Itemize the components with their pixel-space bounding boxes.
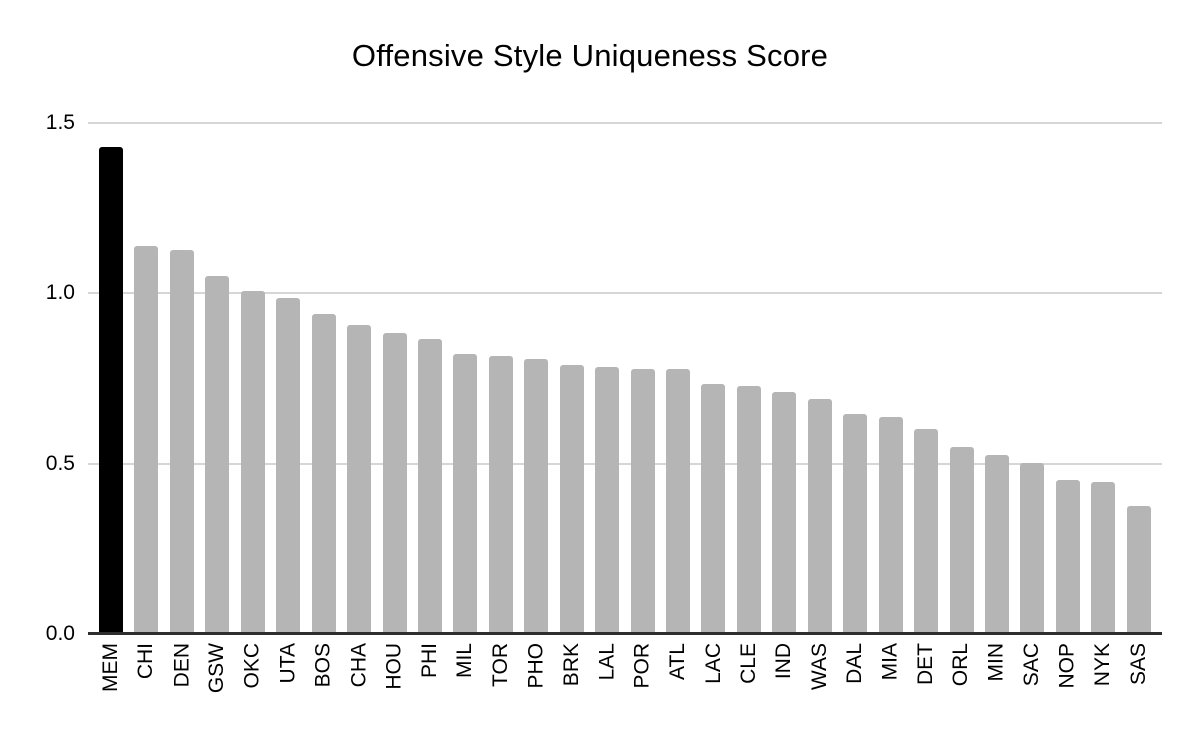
bar: POR xyxy=(630,368,655,689)
x-axis-label: DAL xyxy=(843,643,867,684)
bar: CLE xyxy=(736,386,761,684)
x-axis-label: ORL xyxy=(949,643,973,687)
bar: SAC xyxy=(1020,462,1045,686)
x-axis-line xyxy=(88,632,1162,635)
bar: ATL xyxy=(666,368,690,680)
x-axis-label: LAC xyxy=(701,643,725,684)
bar: SAS xyxy=(1126,506,1151,685)
bar: WAS xyxy=(807,398,832,690)
gridline xyxy=(88,292,1162,295)
bar: IND xyxy=(772,392,797,679)
y-axis-tick-label: 0.0 xyxy=(45,622,75,645)
x-axis-label: TOR xyxy=(488,643,512,687)
x-axis-label: BRK xyxy=(559,643,583,687)
x-axis-label: CHI xyxy=(134,643,158,680)
bar: BOS xyxy=(311,314,336,687)
bar: HOU xyxy=(382,332,407,690)
bar: UTA xyxy=(276,298,301,683)
bar: MEM xyxy=(99,146,123,692)
bar: LAL xyxy=(595,366,620,680)
x-axis-label: DEN xyxy=(169,643,193,688)
bar: OKC xyxy=(240,291,265,689)
x-axis-label: GSW xyxy=(205,643,229,694)
x-axis-label: MIA xyxy=(878,643,902,681)
x-axis-label: BOS xyxy=(311,643,335,688)
x-axis-label: MEM xyxy=(99,643,122,692)
x-axis-label: MIN xyxy=(984,643,1008,682)
bar: PHO xyxy=(524,359,549,689)
x-axis-label: PHI xyxy=(417,643,441,679)
x-axis-label: MIL xyxy=(453,643,477,679)
bar: NOP xyxy=(1055,480,1080,689)
bar: MIN xyxy=(984,454,1009,682)
y-axis-tick-label: 0.5 xyxy=(45,451,75,475)
x-axis-label: CLE xyxy=(736,643,760,684)
gridline xyxy=(88,122,1162,124)
bar: PHI xyxy=(417,338,442,678)
bar: CHA xyxy=(347,325,372,687)
x-axis-label: OKC xyxy=(240,643,264,689)
bar: GSW xyxy=(205,276,230,693)
bar: MIL xyxy=(453,353,478,678)
x-axis-label: POR xyxy=(630,643,654,689)
bar: ORL xyxy=(949,446,974,686)
bar: DEN xyxy=(169,250,194,687)
y-axis-tick-label: 1.0 xyxy=(45,281,75,305)
chart-title: Offensive Style Uniqueness Score xyxy=(351,38,829,73)
x-axis-label: WAS xyxy=(807,643,831,691)
x-axis-label: HOU xyxy=(382,643,406,690)
bar: TOR xyxy=(488,356,513,687)
bar: DET xyxy=(914,428,939,685)
y-axis-tick-label: 1.5 xyxy=(45,111,75,134)
bar: DAL xyxy=(843,413,868,684)
x-axis-label: CHA xyxy=(347,643,371,688)
x-axis-label: PHO xyxy=(524,643,548,689)
bar: LAC xyxy=(701,383,726,684)
x-axis-label: SAS xyxy=(1126,643,1150,686)
x-axis-label: NOP xyxy=(1055,643,1079,689)
x-axis-label: LAL xyxy=(595,643,619,681)
plot-area: 0.0 0.5 1.0 1.5 MEM CHI DEN GSW OKC UTA BOS CHA HOU… xyxy=(46,111,1162,693)
x-axis-label: SAC xyxy=(1020,643,1044,687)
bar: NYK xyxy=(1091,482,1116,686)
x-axis-label: UTA xyxy=(276,643,300,684)
bars-layer: MEM CHI DEN GSW OKC UTA BOS CHA HOU PHI MIL TOR PHO B… xyxy=(88,123,1162,693)
x-axis-label: IND xyxy=(772,643,796,680)
gridline xyxy=(88,462,1162,465)
bar: CHI xyxy=(134,245,159,679)
x-axis-label: ATL xyxy=(666,643,689,680)
bar: MIA xyxy=(878,416,903,680)
x-axis-label: NYK xyxy=(1091,643,1115,687)
bar: BRK xyxy=(559,364,584,686)
x-axis-label: DET xyxy=(914,643,938,685)
